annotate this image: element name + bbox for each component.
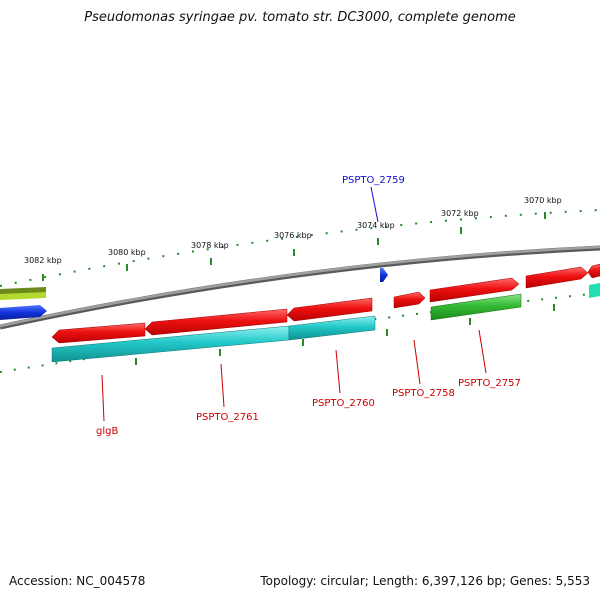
leader-line-pspto-2760 [335,349,341,394]
cyan-feature-pspto-2760[interactable] [288,315,376,341]
cds-arrow[interactable] [587,263,600,279]
gene-label-pspto-2758[interactable]: PSPTO_2758 [392,388,455,399]
forward-cds-track [51,263,600,344]
genome-summary-text: Topology: circular; Length: 6,397,126 bp… [260,574,590,588]
kbp-label: 3076 kbp [274,231,312,240]
kbp-label: 3072 kbp [441,209,479,218]
kbp-label: 3070 kbp [524,196,562,205]
lime-feature[interactable] [0,292,46,300]
gene-label-pspto-2757[interactable]: PSPTO_2757 [458,378,521,389]
cds-arrow[interactable] [525,266,589,289]
kbp-label: 3078 kbp [191,241,229,250]
label-leader-lines [101,186,487,422]
cds-arrow-pspto-2758[interactable] [393,291,426,309]
gene-label-pspto-2760[interactable]: PSPTO_2760 [312,398,375,409]
accession-text: Accession: NC_004578 [9,574,146,588]
gene-label-pspto-2761[interactable]: PSPTO_2761 [196,412,259,423]
cds-arrow-pspto-2760[interactable] [286,297,373,322]
reverse-cds-track [51,283,600,363]
gene-label-glgb[interactable]: glgB [96,426,118,437]
genome-backbone [0,245,600,328]
kbp-labels: 3082 kbp 3080 kbp 3078 kbp 3076 kbp 3074… [24,196,562,265]
leader-line-glgb [101,374,105,422]
leader-line-pspto-2761 [220,363,225,408]
leader-line-pspto-2758 [413,339,421,385]
leader-line-pspto-2757 [478,329,487,374]
cds-arrow-glgb[interactable] [51,322,146,344]
cds-arrow-pspto-2761[interactable] [144,308,288,336]
kbp-label: 3082 kbp [24,256,62,265]
green-feature-pspto-2757[interactable] [430,293,522,321]
outer-tick-ring [0,209,600,287]
kbp-label: 3080 kbp [108,248,146,257]
cds-arrow-pspto-2759[interactable] [380,268,388,282]
teal-feature[interactable] [589,283,600,298]
gene-label-pspto-2759[interactable]: PSPTO_2759 [342,175,405,186]
leader-line-pspto-2759 [370,186,379,223]
blue-feature[interactable] [0,305,47,320]
gene-labels: PSPTO_2759 glgB PSPTO_2761 PSPTO_2760 PS… [96,175,521,437]
kbp-label: 3074 kbp [357,221,395,230]
cds-arrow-pspto-2757[interactable] [429,277,520,303]
genome-title: Pseudomonas syringae pv. tomato str. DC3… [84,10,516,25]
